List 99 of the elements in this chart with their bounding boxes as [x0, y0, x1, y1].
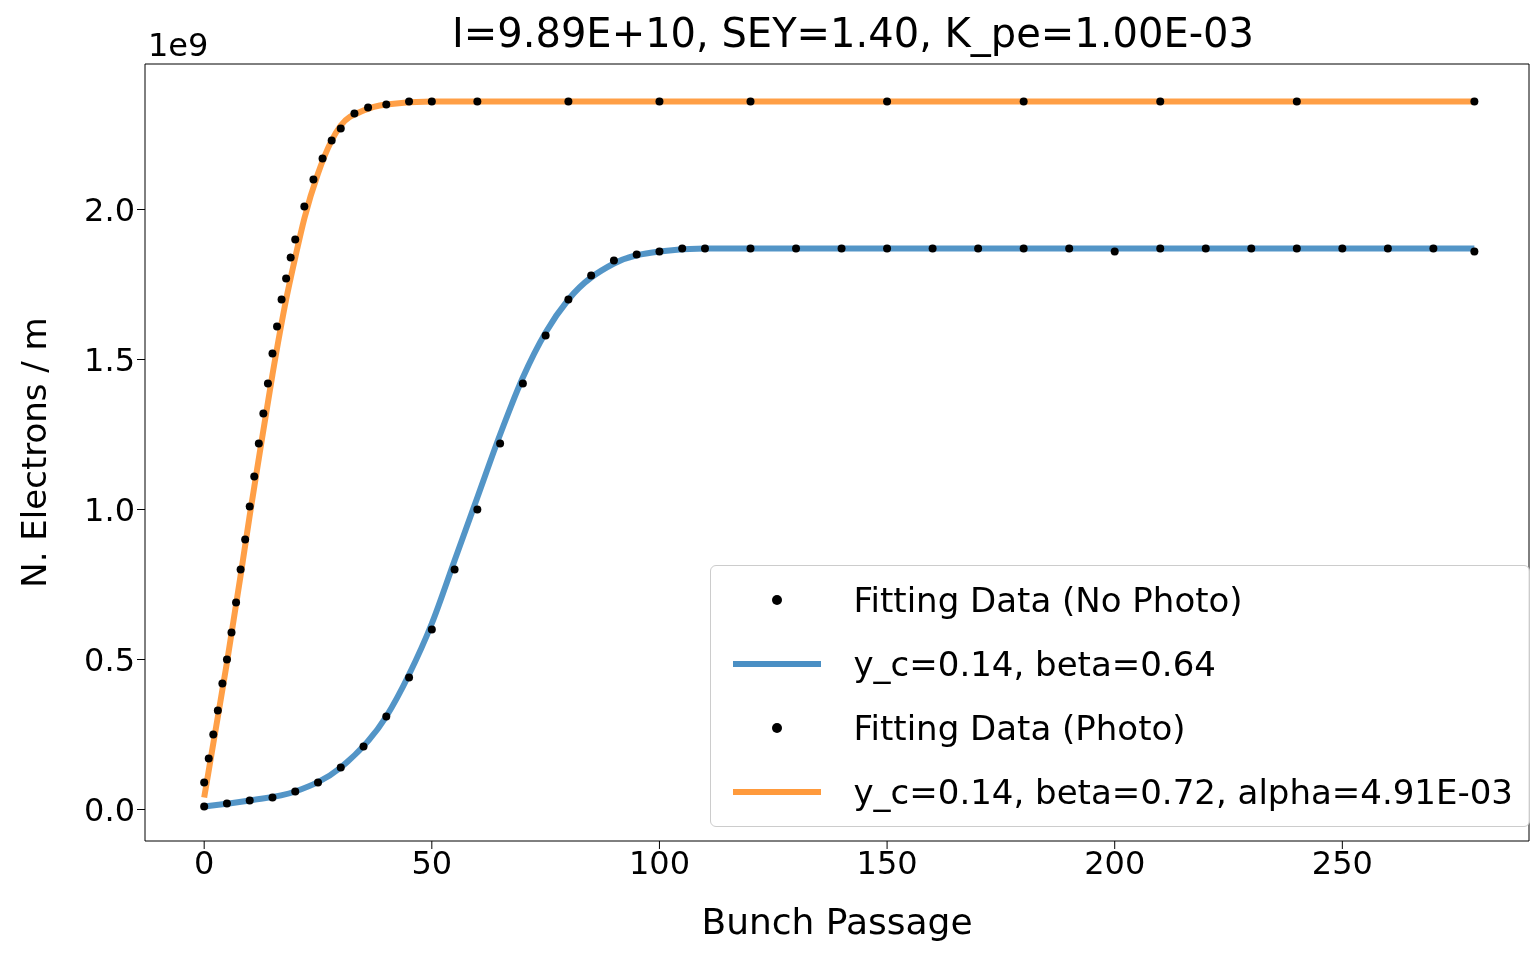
x-tick-label: 200 — [1084, 843, 1146, 882]
point — [1292, 244, 1301, 253]
point — [382, 100, 391, 109]
legend-label: Fitting Data (No Photo) — [853, 580, 1243, 620]
point — [282, 274, 291, 283]
point — [564, 97, 573, 106]
point — [245, 502, 254, 511]
point — [1470, 97, 1479, 106]
point — [1383, 244, 1392, 253]
point — [204, 754, 213, 763]
point — [268, 793, 277, 802]
point — [450, 565, 459, 574]
point — [837, 244, 846, 253]
y-axis-title: N. Electrons / m — [14, 317, 55, 588]
y-tick-label: 0.5 — [84, 640, 135, 679]
point — [286, 253, 295, 262]
point — [678, 244, 687, 253]
x-tick-label: 100 — [628, 843, 690, 882]
point — [350, 109, 359, 118]
x-tick-label: 250 — [1311, 843, 1373, 882]
point — [883, 97, 892, 106]
y-tick-label: 1.0 — [84, 490, 135, 529]
annotation: 1e9 — [148, 26, 209, 64]
point — [1110, 247, 1119, 256]
point — [1247, 244, 1256, 253]
point — [336, 124, 345, 133]
point — [496, 439, 505, 448]
chart-title: I=9.89E+10, SEY=1.40, K_pe=1.00E-03 — [451, 10, 1254, 56]
x-tick-label: 50 — [411, 843, 453, 882]
y-tick-label: 2.0 — [84, 190, 135, 229]
point — [473, 97, 482, 106]
point — [259, 409, 268, 418]
point — [1470, 247, 1479, 256]
point — [250, 472, 259, 481]
point — [359, 742, 368, 751]
point — [1338, 244, 1347, 253]
y-tick-label: 0.0 — [84, 790, 135, 829]
point — [327, 136, 336, 145]
point — [405, 673, 414, 682]
point — [273, 322, 282, 331]
point — [200, 802, 209, 811]
point — [218, 679, 227, 688]
point — [200, 778, 209, 787]
point — [518, 379, 527, 388]
point — [227, 628, 236, 637]
point — [245, 796, 254, 805]
point — [1019, 97, 1028, 106]
point — [1156, 97, 1165, 106]
point — [746, 97, 755, 106]
point — [655, 97, 664, 106]
point — [1156, 244, 1165, 253]
point — [236, 565, 245, 574]
legend-label: y_c=0.14, beta=0.72, alpha=4.91E-03 — [853, 772, 1513, 812]
point — [1429, 244, 1438, 253]
point — [277, 295, 286, 304]
point — [318, 154, 327, 163]
point — [314, 778, 322, 787]
point — [541, 331, 550, 340]
point — [336, 763, 345, 772]
point — [222, 655, 231, 664]
point — [587, 271, 596, 280]
point — [883, 244, 892, 253]
point — [213, 706, 222, 715]
point — [364, 103, 373, 112]
x-tick-label: 0 — [194, 843, 215, 882]
legend-label: Fitting Data (Photo) — [853, 708, 1186, 748]
point — [1201, 244, 1210, 253]
point — [209, 730, 218, 739]
point — [564, 295, 573, 304]
point — [405, 97, 414, 106]
point — [655, 247, 664, 256]
point — [222, 799, 231, 808]
point — [232, 598, 241, 607]
point — [928, 244, 937, 253]
point — [291, 235, 300, 244]
point — [700, 244, 709, 253]
point — [473, 505, 482, 514]
point — [632, 250, 641, 259]
point — [382, 712, 391, 721]
point — [974, 244, 983, 253]
point — [1292, 97, 1301, 106]
point — [291, 787, 300, 796]
point — [263, 379, 272, 388]
x-axis-title: Bunch Passage — [701, 901, 973, 942]
point — [746, 244, 755, 253]
point — [1065, 244, 1074, 253]
point — [268, 349, 277, 358]
x-tick-label: 150 — [856, 843, 918, 882]
point — [792, 244, 801, 253]
point — [254, 439, 263, 448]
point — [609, 256, 618, 265]
legend-label: y_c=0.14, beta=0.64 — [853, 644, 1216, 684]
point — [300, 202, 309, 211]
point — [241, 535, 250, 544]
point — [1019, 244, 1028, 253]
point — [427, 97, 436, 106]
point — [427, 625, 436, 634]
point — [309, 175, 318, 184]
y-tick-label: 1.5 — [84, 340, 135, 379]
